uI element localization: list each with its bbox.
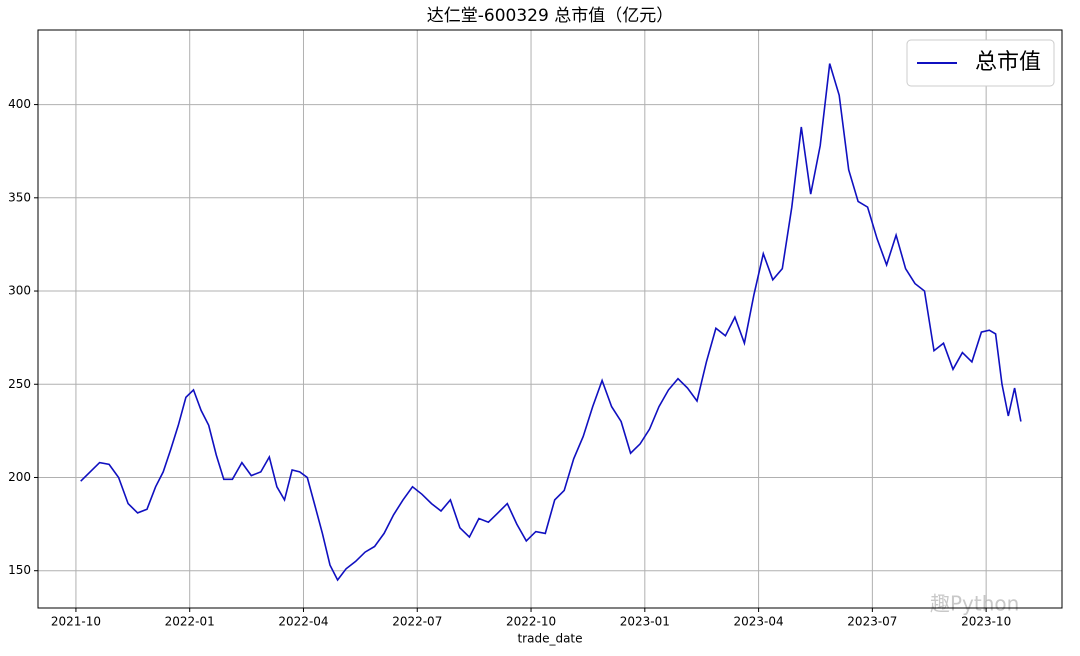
y-tick-label: 300 — [8, 284, 31, 298]
x-tick-label: 2023-07 — [847, 615, 897, 629]
x-tick-label: 2021-10 — [51, 615, 101, 629]
x-tick-label: 2022-04 — [278, 615, 328, 629]
data-line — [80, 63, 1022, 582]
y-tick-label: 250 — [8, 377, 31, 391]
x-tick-label: 2023-01 — [620, 615, 670, 629]
legend-box — [906, 39, 1055, 87]
x-tick-label: 2023-04 — [734, 615, 784, 629]
y-tick-label: 150 — [8, 563, 31, 577]
y-tick-label: 350 — [8, 190, 31, 204]
x-tick-label: 2022-01 — [165, 615, 215, 629]
y-tick-label: 200 — [8, 470, 31, 484]
x-tick-label: 2023-10 — [961, 615, 1011, 629]
x-tick-label: 2022-07 — [392, 615, 442, 629]
x-axis-label: trade_date — [517, 632, 582, 646]
watermark: 趣Python — [930, 592, 1019, 616]
x-tick-label: 2022-10 — [506, 615, 556, 629]
legend-label: 总市值 — [975, 50, 1041, 75]
chart-title: 达仁堂-600329 总市值（亿元） — [427, 6, 673, 26]
y-tick-label: 400 — [8, 97, 31, 111]
plot-frame — [37, 29, 1063, 609]
